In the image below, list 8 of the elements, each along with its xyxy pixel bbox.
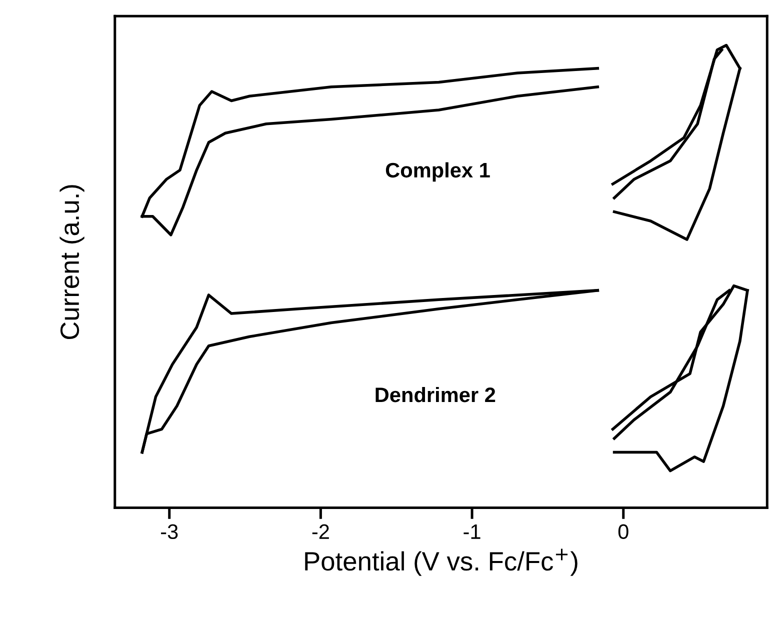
x-tick-label: -1 <box>464 524 480 539</box>
x-tick-label: -3 <box>161 524 178 540</box>
x-axis-title: Potential (V vs. Fc/Fc$^{+}$) <box>305 548 578 576</box>
annotation: Complex 1 <box>386 162 490 182</box>
x-tick-label: -2 <box>312 524 329 539</box>
annotation: Dendrimer 2 <box>376 386 496 402</box>
x-tick-label: 0 <box>618 524 628 540</box>
y-axis-title: Current (a.u.) <box>60 185 84 340</box>
